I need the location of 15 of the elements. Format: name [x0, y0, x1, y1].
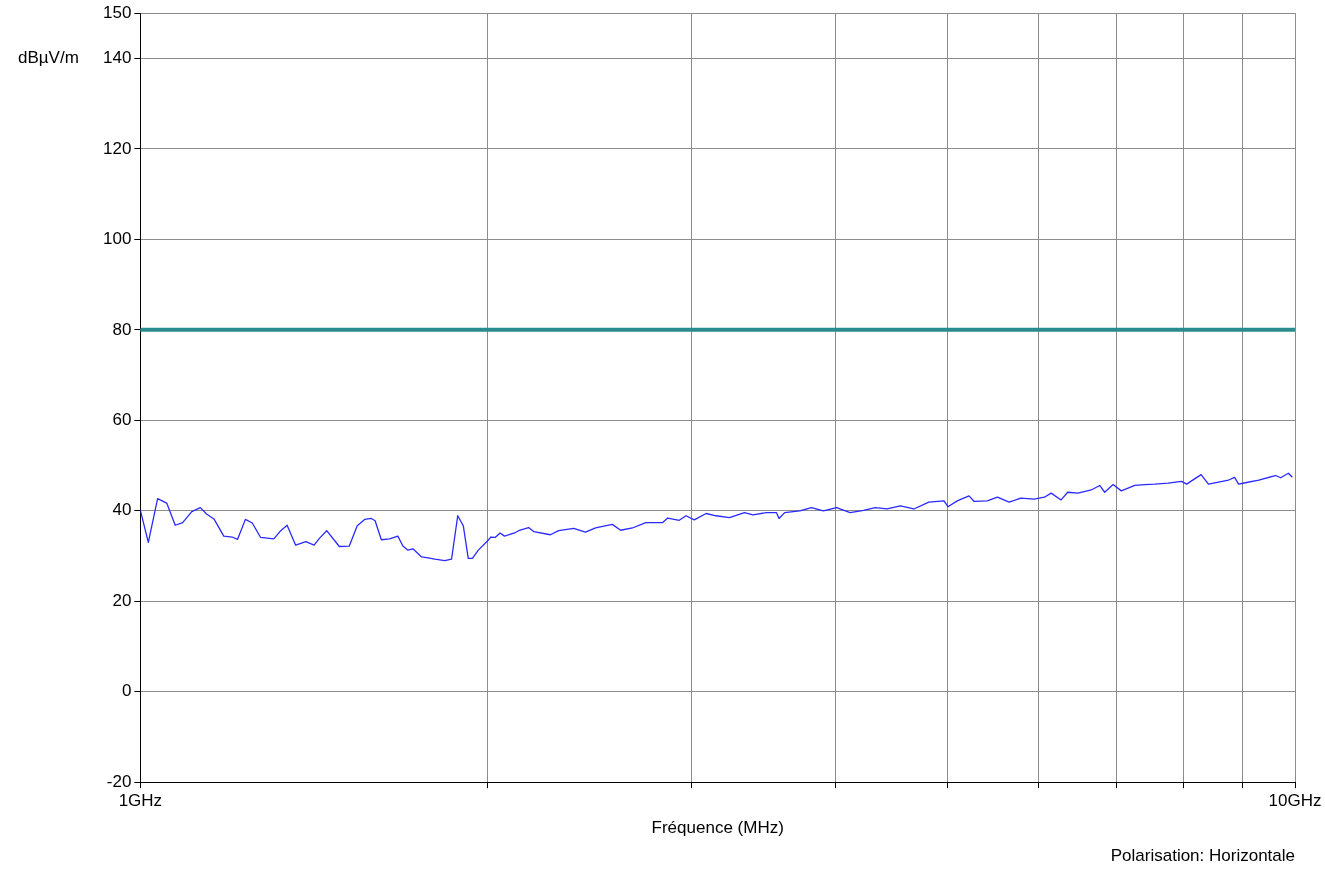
y-tick-label: 20 — [112, 590, 132, 610]
y-tick-label: 150 — [102, 2, 132, 22]
x-axis-title: Fréquence (MHz) — [651, 818, 784, 838]
y-axis-title: dBµV/m — [18, 48, 79, 68]
y-tick-label: 100 — [102, 229, 132, 249]
text: Polarisation: Horizontale — [1110, 846, 1295, 866]
y-tick-label: 140 — [102, 48, 132, 68]
x-tick-label: 1GHz — [118, 791, 163, 811]
y-tick-label: 80 — [112, 319, 132, 339]
y-tick-label: -20 — [106, 771, 132, 791]
y-tick-label: 40 — [112, 500, 132, 520]
y-tick-label: 0 — [121, 681, 132, 701]
y-tick-label: 120 — [102, 138, 132, 158]
x-tick-label: 10GHz — [1268, 791, 1322, 811]
y-tick-label: 60 — [112, 410, 132, 430]
